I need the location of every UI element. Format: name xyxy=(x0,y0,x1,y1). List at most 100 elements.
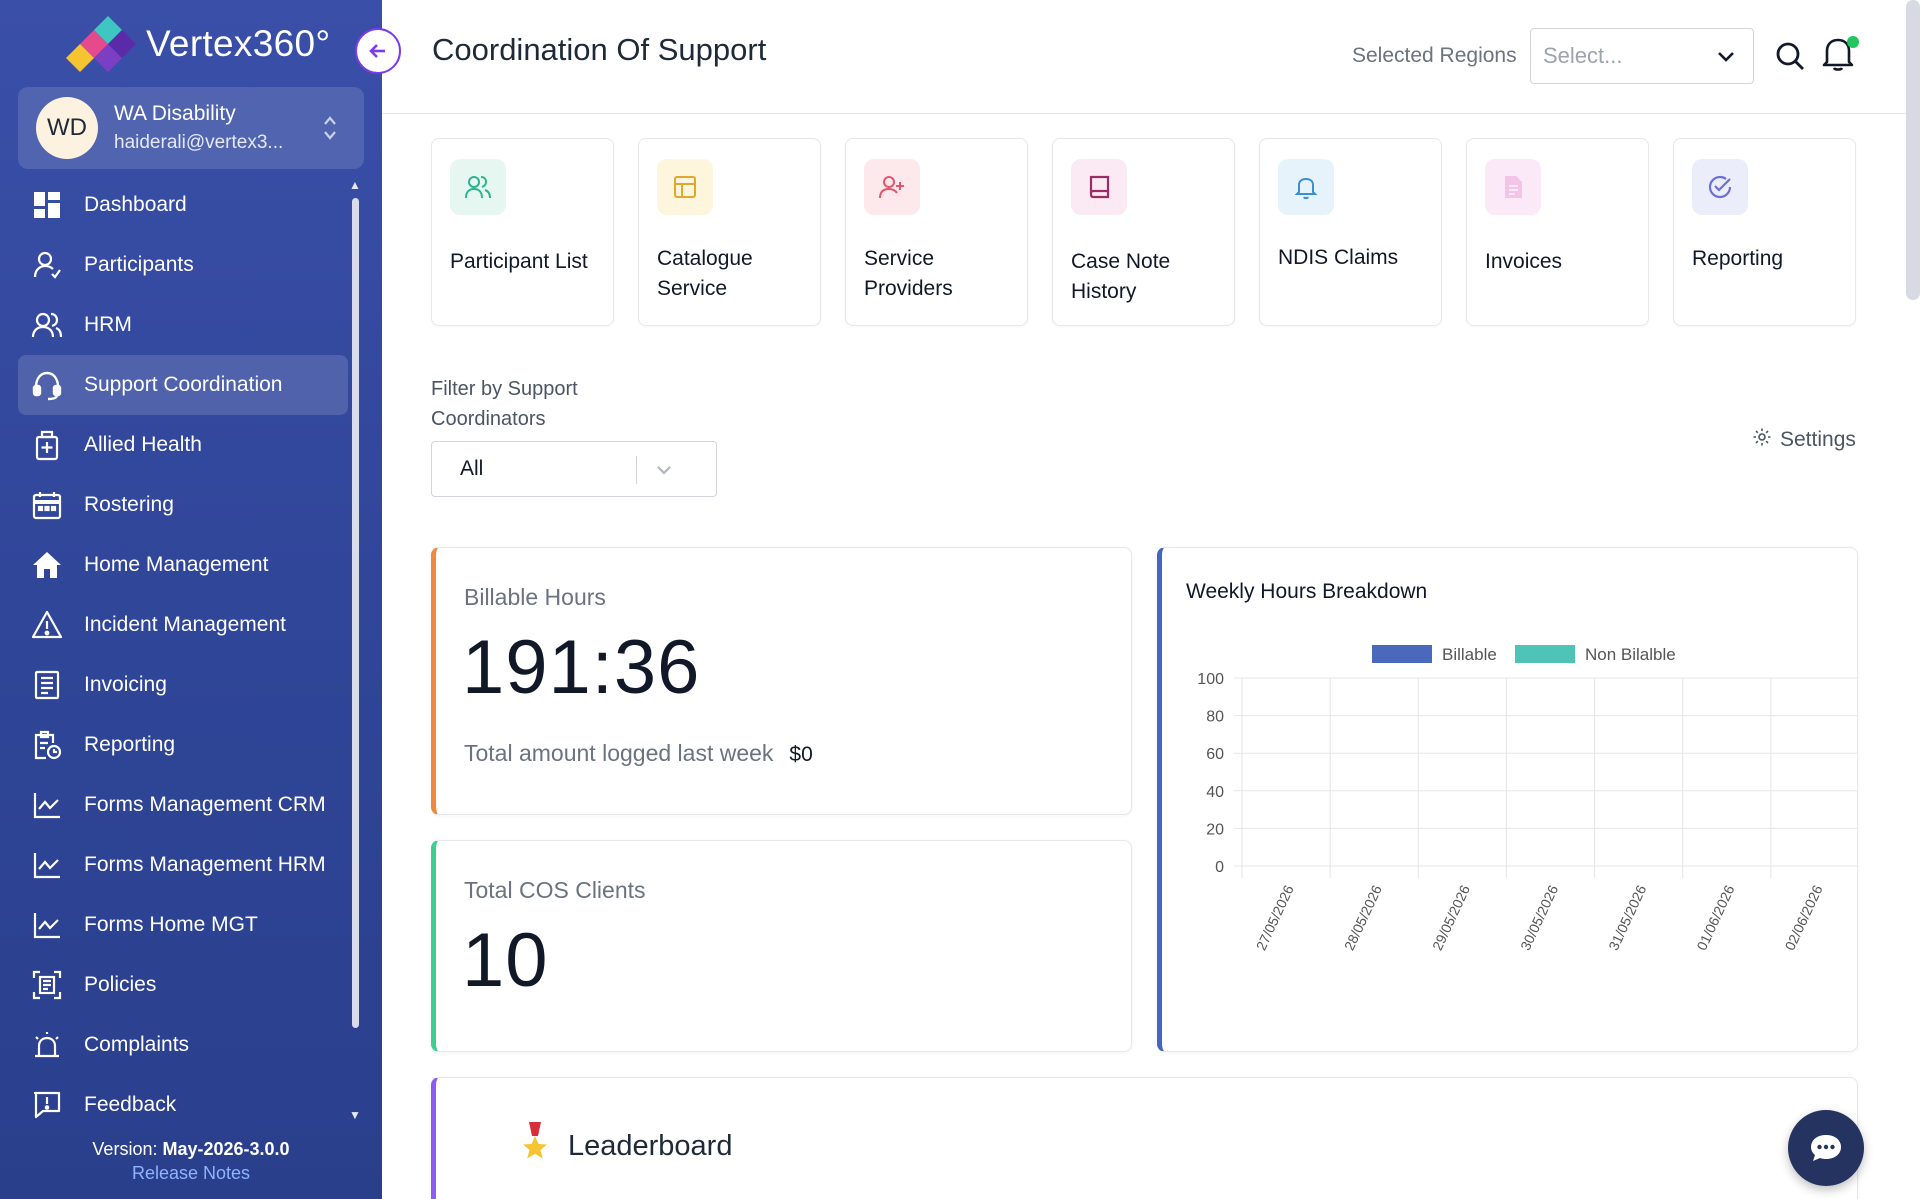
dashboard-icon xyxy=(30,188,64,222)
x-tick-label: 30/05/2026 xyxy=(1517,882,1561,952)
billable-amount-label: Total amount logged last week xyxy=(464,740,774,766)
version-prefix: Version: xyxy=(92,1139,158,1159)
y-tick-label: 60 xyxy=(1206,746,1224,763)
sidebar-item-support-coordination[interactable]: Support Coordination xyxy=(18,355,348,415)
select-divider xyxy=(636,456,637,484)
scroll-up-icon[interactable]: ▲ xyxy=(349,178,361,192)
sidebar-item-forms-crm[interactable]: Forms Management CRM xyxy=(18,775,348,835)
page-scrollbar[interactable] xyxy=(1906,0,1920,300)
tile-ndis-claims[interactable]: NDIS Claims xyxy=(1259,138,1442,326)
notification-dot xyxy=(1847,36,1859,48)
chart-title: Weekly Hours Breakdown xyxy=(1186,580,1428,603)
sidebar-item-label: Feedback xyxy=(84,1093,177,1116)
sidebar-item-rostering[interactable]: Rostering xyxy=(18,475,348,535)
book-icon xyxy=(1071,159,1127,215)
sidebar-item-label: HRM xyxy=(84,313,132,336)
sidebar-item-label: Forms Management CRM xyxy=(84,793,326,816)
x-tick-label: 01/06/2026 xyxy=(1693,882,1737,952)
user-plus-icon xyxy=(864,159,920,215)
sidebar-item-label: Complaints xyxy=(84,1033,190,1056)
sidebar-item-label: Invoicing xyxy=(84,673,167,696)
tile-label: Participant List xyxy=(450,250,588,273)
weekly-hours-chart-card: Weekly Hours Breakdown Billable Non Bilal… xyxy=(1157,547,1858,1052)
document-icon xyxy=(1485,159,1541,215)
chevron-down-icon xyxy=(1715,45,1737,73)
billable-hours-card: Billable Hours 191:36 Total amount logge… xyxy=(431,547,1132,815)
x-tick-label: 31/05/2026 xyxy=(1605,882,1649,952)
sidebar-item-reporting[interactable]: Reporting xyxy=(18,715,348,775)
tile-invoices[interactable]: Invoices xyxy=(1466,138,1649,326)
cos-clients-card: Total COS Clients 10 xyxy=(431,840,1132,1052)
chevron-up-down-icon xyxy=(322,113,338,148)
tile-label: Invoices xyxy=(1485,250,1563,273)
y-tick-label: 0 xyxy=(1215,859,1224,876)
sidebar-item-invoicing[interactable]: Invoicing xyxy=(18,655,348,715)
settings-label: Settings xyxy=(1780,428,1856,451)
sidebar-item-participants[interactable]: Participants xyxy=(18,235,348,295)
regions-label: Selected Regions xyxy=(1352,44,1517,67)
avatar: WD xyxy=(36,97,98,159)
coordinator-filter-select[interactable]: All xyxy=(431,441,717,497)
sidebar-item-hrm[interactable]: HRM xyxy=(18,295,348,355)
leaderboard-card: Leaderboard xyxy=(431,1077,1858,1199)
gear-icon xyxy=(1752,427,1772,453)
allied-health-icon xyxy=(30,428,64,462)
sidebar-item-complaints[interactable]: Complaints xyxy=(18,1015,348,1075)
calendar-icon xyxy=(30,488,64,522)
top-header: Coordination Of Support Selected Regions… xyxy=(382,0,1912,114)
sidebar-item-label: Forms Home MGT xyxy=(84,913,258,936)
line-chart-icon xyxy=(30,788,64,822)
chat-button[interactable] xyxy=(1788,1110,1864,1186)
regions-select[interactable]: Select... xyxy=(1530,28,1754,84)
settings-button[interactable]: Settings xyxy=(1752,427,1856,453)
filter-value: All xyxy=(460,457,484,480)
search-icon[interactable] xyxy=(1774,40,1806,77)
tile-catalogue-service[interactable]: Catalogue Service xyxy=(638,138,821,326)
y-tick-label: 100 xyxy=(1197,671,1224,688)
regions-placeholder: Select... xyxy=(1543,43,1623,68)
report-icon xyxy=(30,728,64,762)
sidebar-item-dashboard[interactable]: Dashboard xyxy=(18,175,348,235)
scroll-down-icon[interactable]: ▼ xyxy=(349,1108,361,1122)
billable-amount-row: Total amount logged last week $0 xyxy=(464,740,813,767)
x-tick-label: 29/05/2026 xyxy=(1429,882,1473,952)
sidebar-item-incident-management[interactable]: Incident Management xyxy=(18,595,348,655)
billable-amount-value: $0 xyxy=(789,743,813,766)
sidebar-item-policies[interactable]: Policies xyxy=(18,955,348,1015)
version-number: May-2026-3.0.0 xyxy=(162,1139,290,1159)
policy-icon xyxy=(30,968,64,1002)
sidebar-item-label: Support Coordination xyxy=(84,373,283,396)
line-chart-icon xyxy=(30,848,64,882)
notifications-bell-icon[interactable] xyxy=(1820,34,1856,77)
sidebar-item-allied-health[interactable]: Allied Health xyxy=(18,415,348,475)
release-notes-link[interactable]: Release Notes xyxy=(131,1163,251,1183)
quick-links: Participant List Catalogue Service Servi… xyxy=(431,138,1856,326)
medal-icon xyxy=(520,1120,550,1169)
legend-swatch xyxy=(1515,645,1575,663)
sidebar-item-home-management[interactable]: Home Management xyxy=(18,535,348,595)
bell-icon xyxy=(1278,159,1334,215)
sidebar-item-feedback[interactable]: Feedback xyxy=(18,1075,348,1135)
tile-participant-list[interactable]: Participant List xyxy=(431,138,614,326)
sidebar-item-label: Participants xyxy=(84,253,194,276)
sidebar-item-forms-home-mgt[interactable]: Forms Home MGT xyxy=(18,895,348,955)
sidebar-item-forms-hrm[interactable]: Forms Management HRM xyxy=(18,835,348,895)
cos-clients-value: 10 xyxy=(462,918,549,1003)
sidebar: Vertex360° WD WA Disability haiderali@ve… xyxy=(0,0,382,1199)
y-tick-label: 20 xyxy=(1206,821,1224,838)
collapse-sidebar-button[interactable] xyxy=(355,28,401,74)
sidebar-item-label: Incident Management xyxy=(84,613,286,636)
check-circle-icon xyxy=(1692,159,1748,215)
tile-service-providers[interactable]: Service Providers xyxy=(845,138,1028,326)
tile-reporting[interactable]: Reporting xyxy=(1673,138,1856,326)
invoice-icon xyxy=(30,668,64,702)
app-logo[interactable]: Vertex360° xyxy=(52,8,330,80)
tile-case-note-history[interactable]: Case Note History xyxy=(1052,138,1235,326)
x-tick-label: 27/05/2026 xyxy=(1253,882,1297,952)
hrm-icon xyxy=(30,308,64,342)
org-switcher[interactable]: WD WA Disability haiderali@vertex3... xyxy=(18,87,364,169)
chevron-down-icon xyxy=(654,460,674,486)
arrow-left-icon xyxy=(369,44,385,58)
sidebar-scrollbar[interactable] xyxy=(352,198,359,1028)
sidebar-item-label: Reporting xyxy=(84,733,176,756)
